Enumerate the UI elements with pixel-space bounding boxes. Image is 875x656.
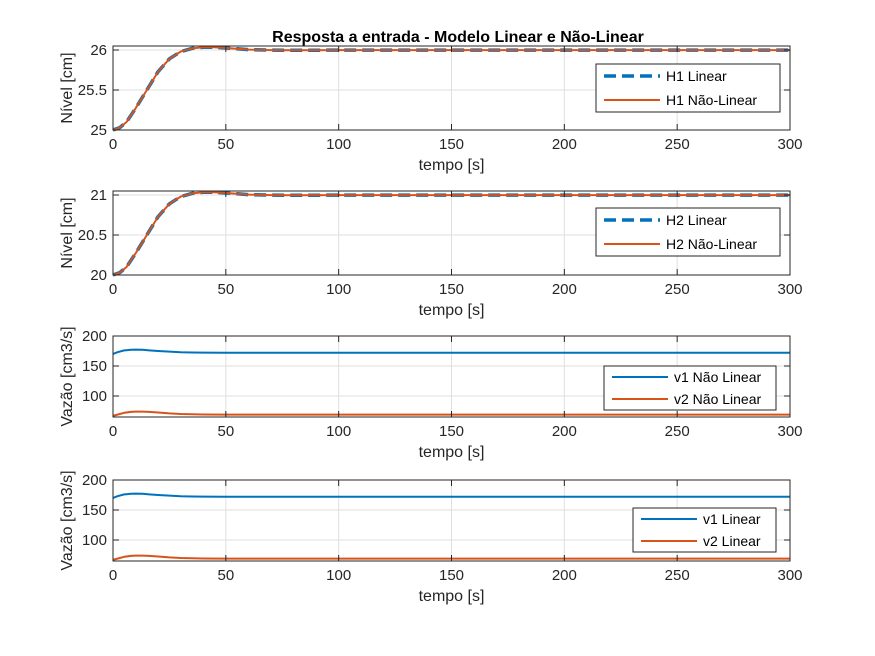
x-tick-label: 200 <box>552 423 577 440</box>
x-tick-label: 150 <box>439 567 464 584</box>
legend-entry: H2 Linear <box>666 212 727 228</box>
subplot-1: 0 50 100 150 200 250 300 25 25.5 26 tempo [s] Nível… <box>59 42 803 174</box>
legend-entry: v2 Linear <box>703 533 761 549</box>
series-line-1 <box>113 492 790 499</box>
series-group <box>113 45 790 132</box>
x-tick-label: 100 <box>326 567 351 584</box>
y-axis-label: Vazão [cm3/s] <box>59 326 76 426</box>
series-line-2 <box>113 191 790 276</box>
y-axis-label: Nível [cm] <box>59 52 76 123</box>
y-tick-label: 150 <box>82 502 107 519</box>
y-tick-label: 25 <box>90 122 107 139</box>
series-line-2 <box>113 410 790 417</box>
y-tick-label: 100 <box>82 388 107 405</box>
x-tick-label: 200 <box>552 281 577 298</box>
y-tick-label: 26 <box>90 42 107 59</box>
y-axis-label: Vazão [cm3/s] <box>59 470 76 570</box>
x-tick-label: 0 <box>109 136 117 153</box>
y-tick-label: 20 <box>90 267 107 284</box>
legend-entry: H1 Linear <box>666 68 727 84</box>
legend-entry: H1 Não-Linear <box>666 92 757 108</box>
legend: H1 Linear H1 Não-Linear <box>595 63 781 113</box>
legend: v1 Linear v2 Linear <box>632 507 777 553</box>
x-axis-label: tempo [s] <box>419 157 485 174</box>
x-tick-label: 0 <box>109 281 117 298</box>
legend: H2 Linear H2 Não-Linear <box>595 207 781 257</box>
x-tick-label: 200 <box>552 567 577 584</box>
subplot-4: 0 50 100 150 200 250 300 100 150 200 tempo [s] Vazã… <box>59 470 803 605</box>
series-group <box>113 190 790 277</box>
y-tick-label: 100 <box>82 532 107 549</box>
legend-entry: H2 Não-Linear <box>666 236 757 252</box>
series-line-2 <box>113 554 790 561</box>
y-tick-label: 25.5 <box>78 82 107 99</box>
x-tick-label: 150 <box>439 423 464 440</box>
y-tick-label: 200 <box>82 472 107 489</box>
x-tick-label: 200 <box>552 136 577 153</box>
x-tick-label: 50 <box>217 423 234 440</box>
x-tick-label: 50 <box>217 281 234 298</box>
x-tick-label: 300 <box>777 136 802 153</box>
x-tick-label: 250 <box>665 423 690 440</box>
y-tick-label: 150 <box>82 358 107 375</box>
x-tick-label: 250 <box>665 567 690 584</box>
x-tick-label: 100 <box>326 423 351 440</box>
legend: v1 Não Linear v2 Não Linear <box>603 365 777 411</box>
x-tick-label: 100 <box>326 136 351 153</box>
x-tick-label: 0 <box>109 423 117 440</box>
subplot-2: 0 50 100 150 200 250 300 20 20.5 21 tempo [s] Nível… <box>59 187 803 319</box>
x-tick-label: 300 <box>777 567 802 584</box>
x-tick-label: 0 <box>109 567 117 584</box>
y-axis-label: Nível [cm] <box>59 197 76 268</box>
x-axis-label: tempo [s] <box>419 444 485 461</box>
x-tick-label: 150 <box>439 136 464 153</box>
x-axis-label: tempo [s] <box>419 302 485 319</box>
y-tick-label: 200 <box>82 328 107 345</box>
x-axis-label: tempo [s] <box>419 588 485 605</box>
y-tick-label: 21 <box>90 187 107 204</box>
x-tick-label: 250 <box>665 281 690 298</box>
x-tick-label: 300 <box>777 281 802 298</box>
legend-entry: v1 Linear <box>703 511 761 527</box>
series-line-1 <box>113 348 790 355</box>
y-tick-label: 20.5 <box>78 227 107 244</box>
subplot-3: 0 50 100 150 200 250 300 100 150 200 tempo [s] Vazã… <box>59 326 803 461</box>
series-group <box>113 492 790 561</box>
x-tick-label: 50 <box>217 567 234 584</box>
legend-entry: v1 Não Linear <box>674 369 762 385</box>
legend-box <box>632 507 777 553</box>
series-group <box>113 348 790 417</box>
legend-entry: v2 Não Linear <box>674 391 762 407</box>
x-tick-label: 250 <box>665 136 690 153</box>
x-tick-label: 50 <box>217 136 234 153</box>
x-tick-label: 150 <box>439 281 464 298</box>
legend-box <box>595 63 781 113</box>
legend-box <box>595 207 781 257</box>
series-line-2 <box>113 46 790 131</box>
x-tick-label: 300 <box>777 423 802 440</box>
figure-title: Resposta a entrada - Modelo Linear e Não… <box>272 29 644 46</box>
x-tick-label: 100 <box>326 281 351 298</box>
legend-box <box>603 365 777 411</box>
